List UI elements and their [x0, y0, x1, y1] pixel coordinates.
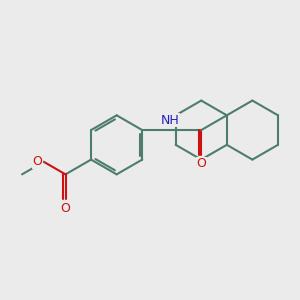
Text: O: O: [61, 202, 70, 214]
Text: O: O: [196, 157, 206, 170]
Text: O: O: [32, 155, 42, 168]
Text: NH: NH: [161, 113, 180, 127]
